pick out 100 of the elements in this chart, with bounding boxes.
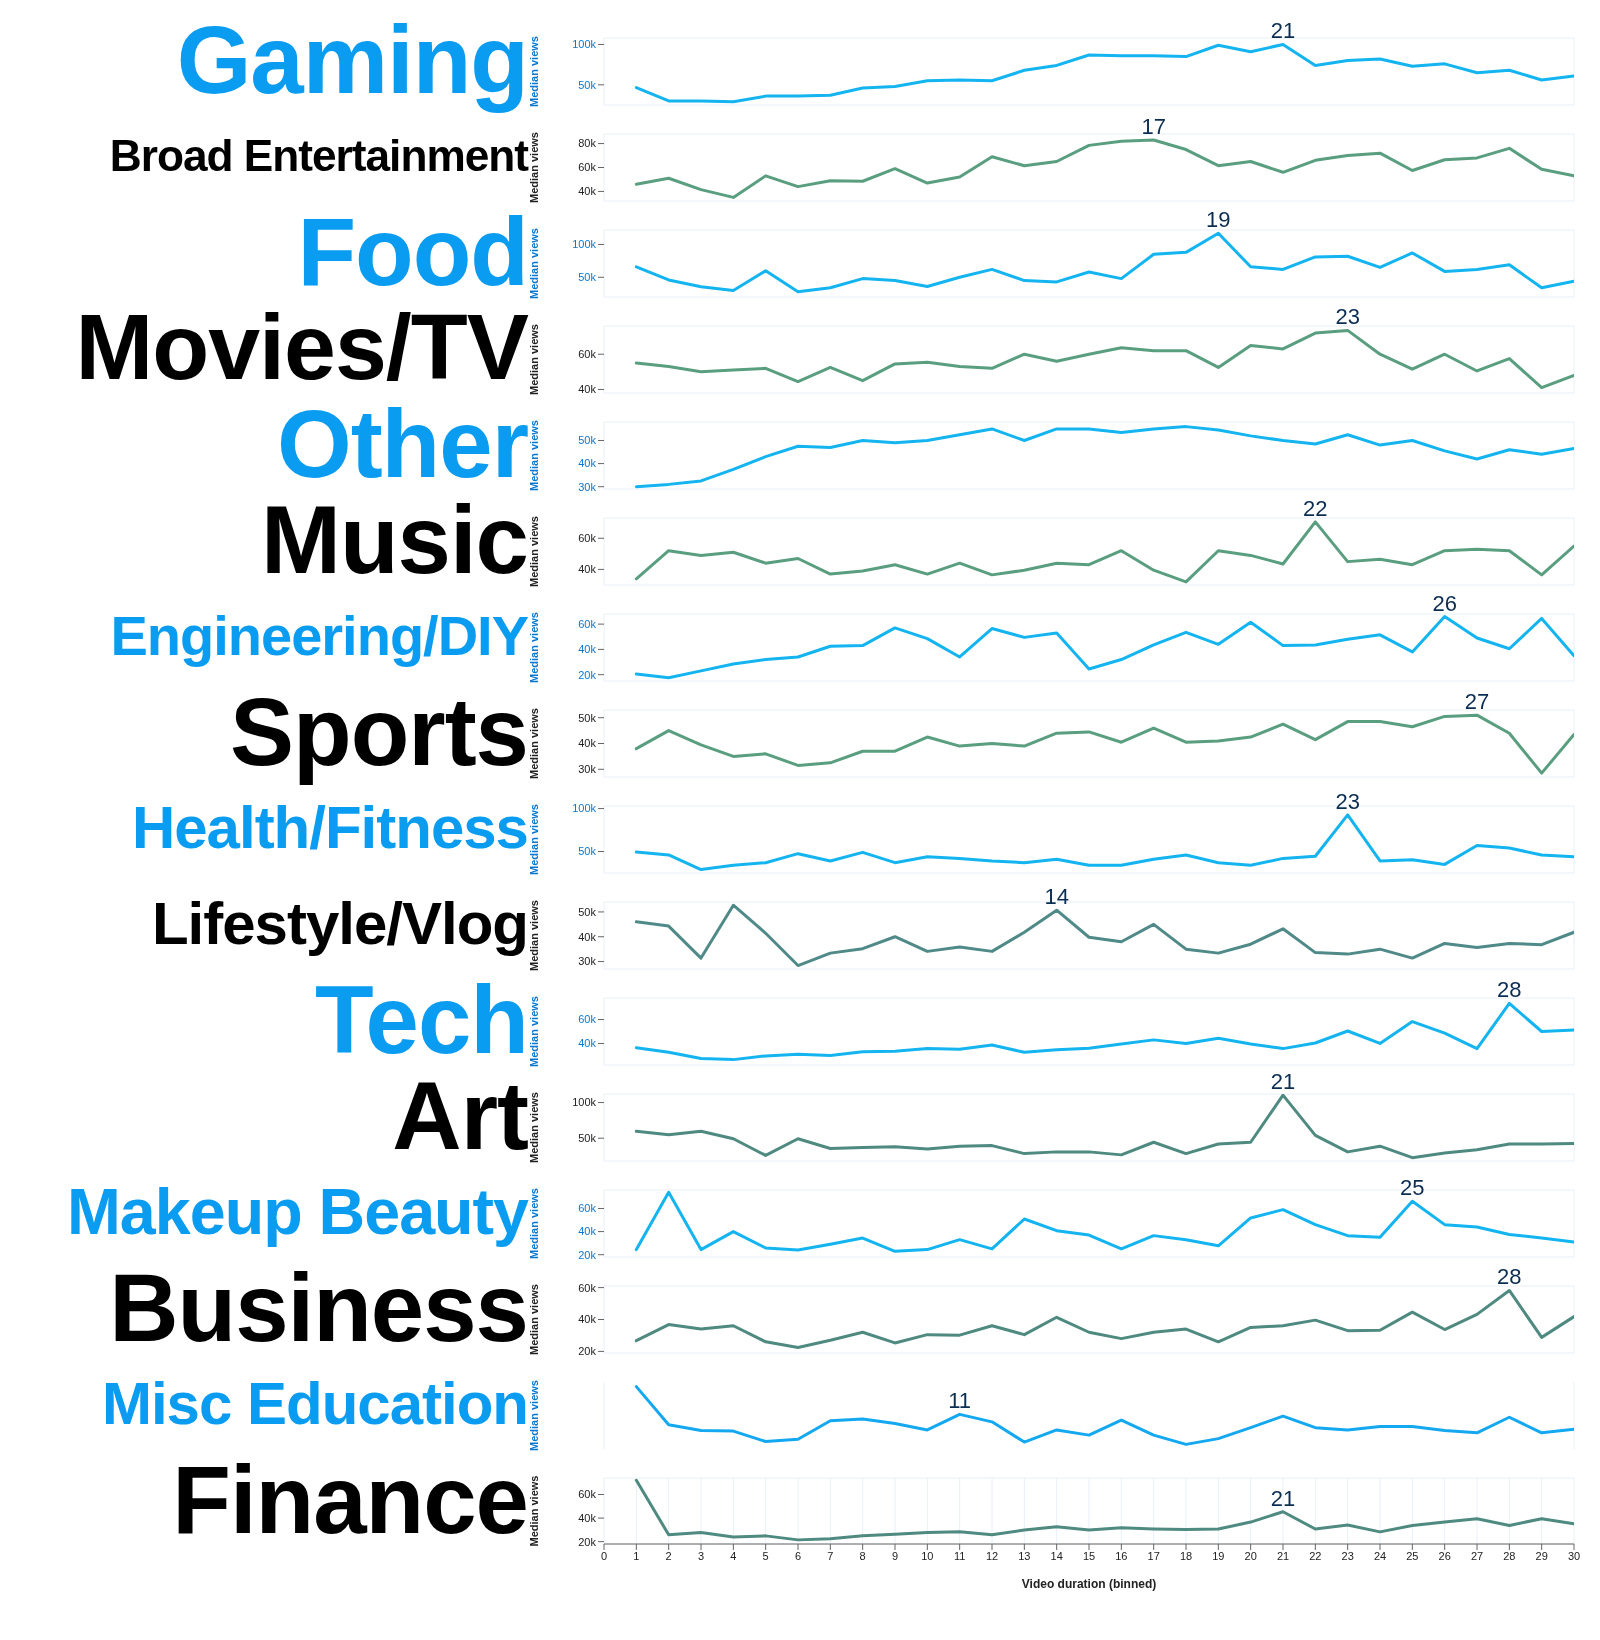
y-axis-title: Median views bbox=[527, 612, 540, 683]
line-series bbox=[634, 520, 1574, 584]
y-tick-label: 20k bbox=[578, 1248, 597, 1261]
y-tick-label: 100k bbox=[572, 38, 597, 51]
chart-title: Misc Education bbox=[101, 1370, 528, 1437]
x-tick-label: 17 bbox=[1147, 1549, 1160, 1562]
chart-title: Finance bbox=[171, 1446, 528, 1553]
y-tick-label: 50k bbox=[578, 434, 597, 447]
x-tick-label: 3 bbox=[697, 1549, 705, 1562]
x-tick-label: 13 bbox=[1018, 1549, 1031, 1562]
y-tick-label: 50k bbox=[578, 905, 597, 918]
line-series bbox=[634, 231, 1574, 294]
annotation: 17 bbox=[1141, 113, 1166, 139]
x-tick-label: 30 bbox=[1567, 1549, 1581, 1562]
y-tick-label: 50k bbox=[578, 1132, 597, 1145]
x-tick-label: 29 bbox=[1535, 1549, 1548, 1562]
y-tick-label: 40k bbox=[578, 1511, 597, 1524]
x-tick-label: 19 bbox=[1212, 1549, 1225, 1562]
y-tick-label: 60k bbox=[578, 532, 597, 545]
x-tick-label: 8 bbox=[859, 1549, 866, 1562]
x-tick-label: 24 bbox=[1373, 1549, 1387, 1562]
y-axis-title: Median views bbox=[527, 36, 540, 107]
y-tick-label: 80k bbox=[578, 137, 597, 150]
y-axis-title: Median views bbox=[527, 516, 540, 587]
annotation: 26 bbox=[1432, 590, 1457, 616]
y-tick-label: 40k bbox=[578, 643, 597, 656]
y-tick-label: 50k bbox=[578, 271, 597, 284]
line-series bbox=[634, 425, 1574, 489]
y-tick-label: 40k bbox=[578, 563, 597, 576]
y-axis-title: Median views bbox=[527, 1475, 540, 1547]
line-series bbox=[634, 813, 1574, 872]
y-tick-label: 60k bbox=[578, 1488, 597, 1501]
chart-title: Gaming bbox=[175, 6, 528, 113]
y-axis-title: Median views bbox=[527, 420, 540, 491]
line-series bbox=[634, 1288, 1574, 1349]
x-tick-label: 20 bbox=[1244, 1549, 1257, 1562]
y-tick-label: 60k bbox=[578, 618, 597, 631]
annotation: 21 bbox=[1270, 18, 1296, 44]
annotation: 11 bbox=[948, 1388, 972, 1414]
annotation: 22 bbox=[1303, 495, 1328, 521]
y-axis-title: Median views bbox=[527, 900, 540, 971]
x-tick-label: 10 bbox=[921, 1549, 934, 1562]
x-tick-label: 16 bbox=[1115, 1549, 1128, 1562]
y-tick-label: 40k bbox=[578, 185, 597, 198]
y-tick-label: 30k bbox=[578, 480, 597, 493]
x-tick-label: 27 bbox=[1470, 1549, 1484, 1562]
y-tick-label: 50k bbox=[578, 845, 597, 858]
y-tick-label: 40k bbox=[578, 1313, 597, 1326]
x-tick-label: 1 bbox=[633, 1549, 640, 1562]
y-tick-label: 60k bbox=[578, 161, 597, 174]
y-axis-title: Median views bbox=[527, 708, 540, 779]
chart-title: Broad Entertainment bbox=[109, 130, 528, 180]
x-tick-label: 25 bbox=[1406, 1549, 1419, 1562]
chart-title: Business bbox=[108, 1254, 528, 1361]
line-series bbox=[634, 615, 1574, 680]
annotation: 28 bbox=[1497, 1264, 1522, 1290]
line-series bbox=[634, 1478, 1574, 1542]
x-tick-label: 11 bbox=[953, 1549, 966, 1562]
x-tick-label: 21 bbox=[1276, 1549, 1290, 1562]
y-tick-label: 40k bbox=[578, 1225, 597, 1238]
y-tick-label: 40k bbox=[578, 1037, 597, 1050]
x-tick-label: 23 bbox=[1341, 1549, 1354, 1562]
annotation: 21 bbox=[1270, 1069, 1296, 1095]
y-tick-label: 50k bbox=[578, 711, 597, 724]
y-tick-label: 60k bbox=[578, 1013, 597, 1026]
y-tick-label: 100k bbox=[572, 1096, 597, 1109]
annotation: 19 bbox=[1206, 207, 1231, 233]
x-tick-label: 0 bbox=[600, 1549, 608, 1562]
x-tick-label: 2 bbox=[665, 1549, 672, 1562]
x-tick-label: 26 bbox=[1438, 1549, 1451, 1562]
annotation: 21 bbox=[1270, 1485, 1296, 1511]
x-axis-title: Video duration (binned) bbox=[1021, 1577, 1157, 1591]
y-tick-label: 100k bbox=[572, 802, 597, 815]
y-tick-label: 20k bbox=[578, 1535, 597, 1548]
y-axis-title: Median views bbox=[527, 324, 540, 395]
y-tick-label: 30k bbox=[578, 955, 597, 968]
line-series bbox=[634, 138, 1574, 199]
y-axis-title: Median views bbox=[527, 1284, 540, 1355]
line-series bbox=[634, 42, 1574, 104]
chart-title: Engineering/DIY bbox=[110, 604, 528, 667]
y-tick-label: 60k bbox=[578, 1281, 597, 1294]
y-tick-label: 40k bbox=[578, 737, 597, 750]
y-axis-title: Median views bbox=[527, 1380, 540, 1451]
annotation: 27 bbox=[1464, 689, 1490, 715]
x-tick-label: 9 bbox=[891, 1549, 899, 1562]
x-tick-label: 7 bbox=[827, 1549, 834, 1562]
y-axis-title: Median views bbox=[527, 228, 540, 299]
x-tick-label: 5 bbox=[762, 1549, 769, 1562]
y-tick-label: 40k bbox=[578, 383, 597, 396]
x-tick-label: 14 bbox=[1050, 1549, 1063, 1562]
x-tick-label: 28 bbox=[1503, 1549, 1516, 1562]
y-tick-label: 60k bbox=[578, 348, 597, 361]
annotation: 14 bbox=[1044, 884, 1069, 910]
annotation: 23 bbox=[1335, 788, 1360, 814]
chart-title: Lifestyle/Vlog bbox=[151, 890, 528, 957]
y-axis-title: Median views bbox=[527, 1092, 540, 1163]
y-tick-label: 60k bbox=[578, 1202, 597, 1215]
x-tick-label: 4 bbox=[730, 1549, 737, 1562]
y-tick-label: 20k bbox=[578, 1345, 597, 1358]
chart-title: Sports bbox=[228, 678, 528, 785]
